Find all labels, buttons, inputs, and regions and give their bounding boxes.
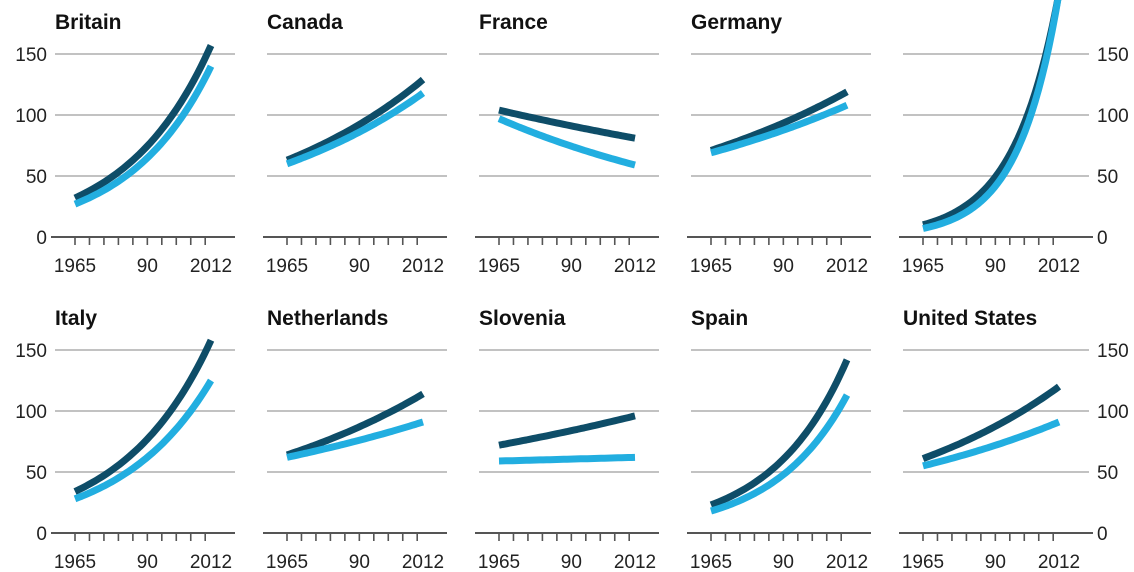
x-tick-label: 90	[561, 552, 582, 572]
series-line-dark	[285, 76, 426, 164]
x-tick-label: 2012	[826, 552, 868, 572]
panel-italy: 1965 90 2012 0 50 100 150 Italy	[15, 307, 235, 572]
panel-title: Spain	[691, 307, 748, 330]
x-tick-label: 2012	[614, 256, 656, 277]
panel-canada: 1965 90 2012 Canada	[263, 11, 447, 277]
x-tick-label: 2012	[190, 256, 232, 277]
panel-panel-5: 1965 90 2012 0 50 100 150 200	[899, 0, 1129, 277]
x-tick-label: 90	[985, 552, 1006, 572]
panel-title: Canada	[267, 11, 343, 34]
x-tick-label: 2012	[614, 552, 656, 572]
y-tick-label: 50	[1097, 463, 1118, 484]
panel-spain: 1965 90 2012 Spain	[687, 307, 871, 572]
y-tick-label: 0	[36, 524, 47, 545]
x-tick-label: 1965	[478, 256, 520, 277]
series-line-light	[498, 453, 636, 465]
x-tick-label: 90	[137, 256, 158, 277]
panel-slovenia: 1965 90 2012 Slovenia	[475, 307, 659, 572]
panel-title: Netherlands	[267, 307, 388, 330]
y-tick-label: 0	[1097, 524, 1108, 545]
y-tick-label: 100	[1097, 402, 1129, 423]
series-line-dark	[73, 338, 215, 495]
x-tick-label: 90	[773, 256, 794, 277]
x-tick-label: 1965	[54, 552, 96, 572]
series-line-dark	[73, 44, 215, 202]
x-tick-label: 1965	[478, 552, 520, 572]
x-tick-label: 1965	[266, 552, 308, 572]
x-tick-label: 1965	[690, 256, 732, 277]
x-tick-label: 2012	[1038, 552, 1080, 572]
x-tick-label: 90	[985, 256, 1006, 277]
series-line-dark	[709, 88, 849, 154]
x-tick-label: 2012	[402, 552, 444, 572]
x-tick-label: 2012	[1038, 256, 1080, 277]
x-tick-label: 90	[561, 256, 582, 277]
x-tick-label: 90	[137, 552, 158, 572]
series-line-light	[922, 418, 1061, 470]
y-tick-label: 200	[1097, 0, 1129, 5]
x-tick-label: 2012	[826, 256, 868, 277]
x-tick-label: 1965	[266, 256, 308, 277]
series-line-light	[710, 101, 849, 157]
y-tick-label: 0	[1097, 228, 1108, 249]
series-line-dark	[498, 412, 636, 449]
series-line-dark	[285, 390, 425, 459]
y-tick-label: 150	[1097, 45, 1129, 66]
series-line-light	[286, 418, 424, 461]
series-line-light	[922, 0, 1062, 232]
series-line-dark	[498, 106, 636, 142]
y-tick-label: 0	[36, 228, 47, 249]
series-line-light	[285, 90, 426, 168]
y-tick-label: 50	[26, 463, 47, 484]
panel-netherlands: 1965 90 2012 Netherlands	[263, 307, 447, 572]
x-tick-label: 1965	[902, 256, 944, 277]
panel-title: Germany	[691, 11, 782, 34]
series-line-light	[710, 393, 851, 515]
x-tick-label: 1965	[54, 256, 96, 277]
y-tick-label: 100	[15, 402, 47, 423]
panel-title: Britain	[55, 11, 122, 34]
panel-germany: 1965 90 2012 Germany	[687, 11, 871, 277]
y-tick-label: 150	[15, 341, 47, 362]
x-tick-label: 90	[773, 552, 794, 572]
y-tick-label: 150	[1097, 341, 1129, 362]
x-tick-label: 1965	[690, 552, 732, 572]
y-tick-label: 100	[1097, 106, 1129, 127]
x-tick-label: 2012	[190, 552, 232, 572]
y-tick-label: 150	[15, 45, 47, 66]
panel-france: 1965 90 2012 France	[475, 11, 659, 277]
panel-title: Italy	[55, 307, 97, 330]
y-tick-label: 50	[26, 167, 47, 188]
panel-title: United States	[903, 307, 1037, 330]
series-line-dark	[709, 358, 851, 509]
panel-united-states: 1965 90 2012 0 50 100 150 United States	[899, 307, 1129, 572]
panel-title: Slovenia	[479, 307, 566, 330]
x-tick-label: 2012	[402, 256, 444, 277]
series-line-light	[73, 378, 214, 503]
series-line-light	[73, 64, 215, 208]
series-line-light	[497, 115, 636, 169]
x-tick-label: 90	[349, 256, 370, 277]
y-tick-label: 100	[15, 106, 47, 127]
panel-title: France	[479, 11, 548, 34]
panel-britain: 1965 90 2012 0 50 100 150 Britain	[15, 11, 235, 277]
x-tick-label: 90	[349, 552, 370, 572]
x-tick-label: 1965	[902, 552, 944, 572]
y-tick-label: 50	[1097, 167, 1118, 188]
series-line-dark	[921, 383, 1062, 462]
